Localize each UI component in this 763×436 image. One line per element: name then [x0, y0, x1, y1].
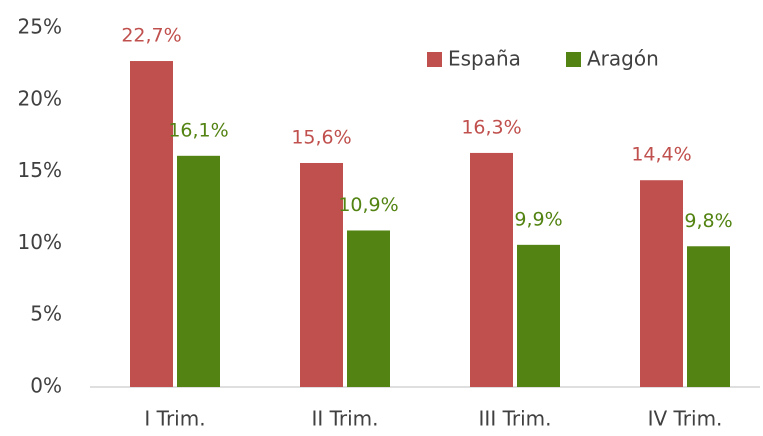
- bar: [640, 180, 683, 387]
- bar: [300, 162, 343, 387]
- data-label: 9,8%: [684, 210, 732, 232]
- legend-swatch: [427, 52, 442, 67]
- y-tick-label: 25%: [18, 15, 62, 39]
- bar: [130, 61, 173, 387]
- y-tick-label: 10%: [18, 230, 62, 254]
- y-tick-label: 5%: [30, 302, 62, 326]
- data-label: 9,9%: [514, 208, 562, 230]
- bar: [517, 244, 560, 387]
- y-tick-label: 15%: [18, 158, 62, 182]
- data-label: 10,9%: [338, 194, 398, 216]
- x-tick-label: III Trim.: [479, 407, 552, 431]
- data-label: 15,6%: [291, 126, 351, 148]
- x-tick-label: IV Trim.: [648, 407, 723, 431]
- y-tick-label: 0%: [30, 374, 62, 398]
- data-label: 22,7%: [121, 25, 181, 47]
- legend-label: España: [448, 47, 521, 71]
- legend-swatch: [566, 52, 581, 67]
- y-tick-label: 20%: [18, 86, 62, 110]
- bar: [347, 230, 390, 387]
- x-tick-label: I Trim.: [144, 407, 205, 431]
- bar: [687, 246, 730, 387]
- legend-label: Aragón: [587, 47, 659, 71]
- x-tick-label: II Trim.: [311, 407, 378, 431]
- data-label: 16,1%: [168, 119, 228, 141]
- data-label: 16,3%: [461, 116, 521, 138]
- bar: [470, 152, 513, 387]
- data-label: 14,4%: [631, 144, 691, 166]
- bar: [177, 155, 220, 387]
